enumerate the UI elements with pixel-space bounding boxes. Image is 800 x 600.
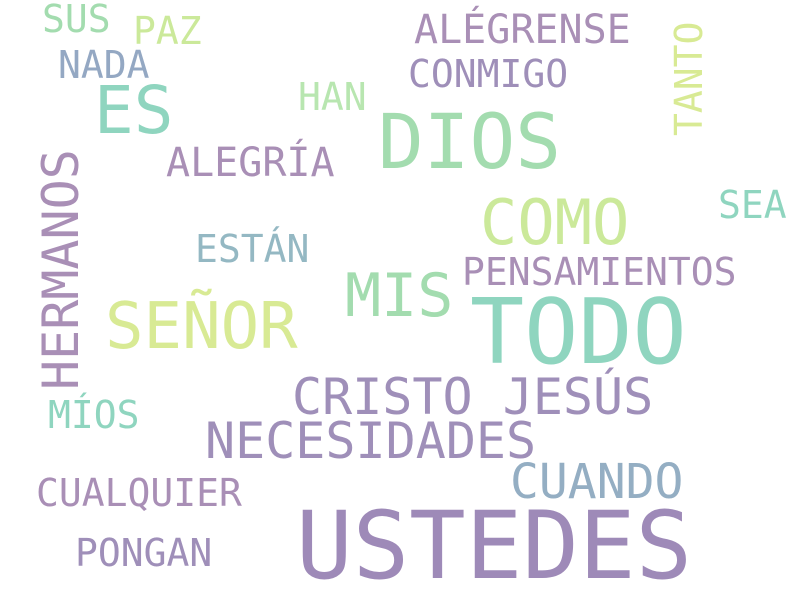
- word-cualquier: CUALQUIER: [36, 471, 242, 515]
- word-cristo-jesus: CRISTO JESÚS: [292, 368, 654, 426]
- word-tanto: TANTO: [667, 21, 711, 136]
- word-alegria: ALEGRÍA: [166, 140, 335, 186]
- word-estan: ESTÁN: [195, 227, 310, 271]
- word-sea: SEA: [718, 183, 787, 227]
- word-pensamientos: PENSAMIENTOS: [462, 250, 737, 294]
- word-como: COMO: [480, 186, 630, 259]
- word-ustedes: USTEDES: [296, 492, 693, 600]
- word-cuando: CUANDO: [510, 454, 684, 510]
- word-han: HAN: [298, 75, 367, 119]
- word-paz: PAZ: [133, 9, 202, 53]
- word-alegrense: ALÉGRENSE: [414, 7, 631, 53]
- word-es: ES: [94, 72, 174, 149]
- word-hermanos: HERMANOS: [32, 149, 90, 390]
- word-mis: MIS: [345, 261, 454, 331]
- word-necesidades: NECESIDADES: [205, 412, 537, 470]
- word-nada: NADA: [58, 43, 150, 87]
- word-pongan: PONGAN: [75, 531, 213, 575]
- word-dios: DIOS: [378, 97, 562, 186]
- word-senor: SEÑOR: [105, 290, 298, 364]
- word-todo: TODO: [470, 280, 687, 385]
- word-sus: SUS: [42, 0, 111, 41]
- word-mios: MÍOS: [48, 393, 140, 437]
- word-conmigo: CONMIGO: [408, 52, 569, 96]
